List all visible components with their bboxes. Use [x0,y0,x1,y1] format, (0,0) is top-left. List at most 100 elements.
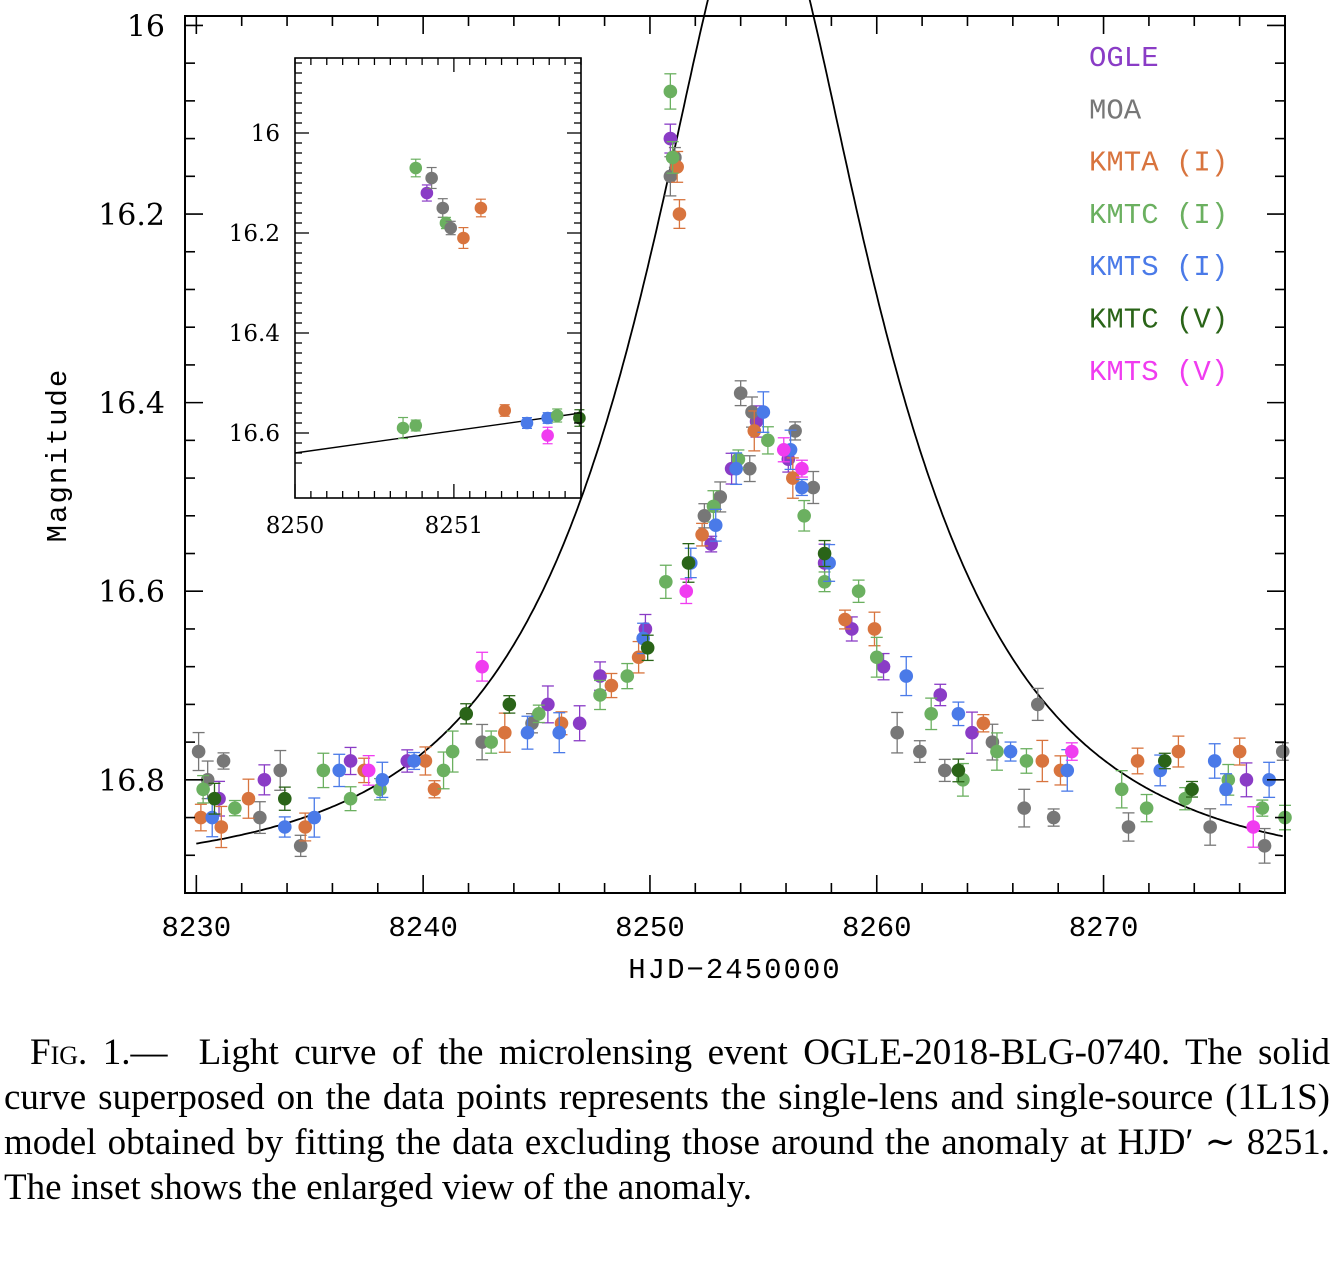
data-point [795,480,809,495]
data-point [1255,801,1270,815]
data-point [316,763,331,778]
data-point [806,480,821,495]
y-tick-label: 16.8 [98,764,165,799]
data-point [228,801,242,815]
caption-text: Light curve of the microlensing event OG… [4,1032,1330,1208]
data-point [706,499,721,514]
data-point [733,386,748,401]
data-point [1257,839,1272,853]
inset-data-point [409,161,423,175]
x-tick-label: 8270 [1069,912,1139,945]
data-point [838,612,852,627]
data-point [1017,801,1031,815]
data-point [976,716,991,731]
data-point [890,725,904,740]
data-point [659,575,673,589]
legend: OGLE MOA KMTA (I) KMTC (I) KMTS (I) KMTC (V) K… [1089,42,1228,389]
data-point [343,791,358,806]
legend-entry: KMTS (V) [1089,356,1228,389]
data-point [502,697,517,712]
series-kmtc-v [207,539,1199,815]
inset-data-point [520,416,534,430]
y-axis-label: Magnitude [42,368,75,543]
data-point [788,424,802,438]
caption-label: Fig. 1.— [30,1032,168,1073]
data-point [277,791,292,806]
data-point [869,650,884,665]
y-tick-label: 16.2 [98,198,165,233]
data-point [196,782,210,797]
inset-data-point [550,409,564,422]
main-plot: 8230 8240 8250 8260 8270 1616.216.416.616.8 … [42,0,1292,987]
y-tick-label: 16 [127,9,165,44]
data-point [679,584,694,599]
data-point [375,773,390,787]
data-point [708,518,723,533]
legend-entry: KMTS (I) [1089,251,1228,284]
legend-entry: KMTC (I) [1089,199,1228,232]
inset-y-tick-label: 16.2 [229,221,280,247]
data-point [933,688,948,702]
inset-plot: 8250 8251 16 16.2 16.4 16.6 [229,57,586,539]
data-point [899,669,914,683]
legend-entry: MOA [1089,94,1142,127]
inset-data-point [425,171,438,185]
data-point [786,471,800,485]
data-point [484,735,498,749]
data-point [713,490,728,504]
data-point [475,659,489,674]
data-point [795,461,809,476]
data-point [436,763,451,778]
data-point [332,763,347,778]
data-point [241,791,256,806]
data-point [663,131,678,146]
inset-model-line [294,412,582,454]
inset-data-points [396,158,586,445]
data-point [1275,744,1290,759]
data-point [1139,801,1154,815]
data-point [867,622,882,636]
data-point [520,725,535,740]
data-point [343,754,358,768]
data-point [665,150,680,165]
data-point [418,754,433,768]
series-kmtc-i [196,73,1292,831]
data-point [1019,754,1034,768]
data-point [817,546,832,561]
data-point [593,669,607,683]
data-point [216,754,231,768]
data-point [851,584,866,599]
inset-data-point [444,221,458,235]
data-point [697,508,712,523]
data-point [427,782,442,797]
data-point [604,678,619,693]
x-axis-label: HJD−2450000 [628,954,841,987]
x-tick-labels: 8230 8240 8250 8260 8270 [162,912,1139,945]
x-tick-label: 8230 [162,912,232,945]
data-point [965,725,979,740]
inset-axis-ticks [294,58,582,498]
data-point [194,810,208,825]
data-point [729,461,743,476]
data-point [191,744,206,759]
inset-x-tick-labels: 8250 8251 [266,513,483,539]
inset-model-curve [294,412,582,454]
data-point [298,820,313,834]
data-point [1130,754,1145,768]
data-point [1060,763,1075,778]
data-point [407,754,421,768]
data-point [1203,820,1217,834]
inset-y-tick-label: 16.4 [229,321,280,347]
data-point [572,716,587,731]
x-tick-label: 8260 [842,912,912,945]
data-point [742,461,757,476]
data-point [620,669,635,683]
light-curve-figure: 8230 8240 8250 8260 8270 1616.216.416.616.8 … [42,0,1292,987]
inset-data-point [474,201,488,215]
inset-data-point [420,186,434,200]
main-axis-ticks [185,16,1286,894]
data-point [497,725,512,740]
data-point [257,773,272,787]
inset-data-point [573,411,586,425]
data-point [937,763,952,778]
